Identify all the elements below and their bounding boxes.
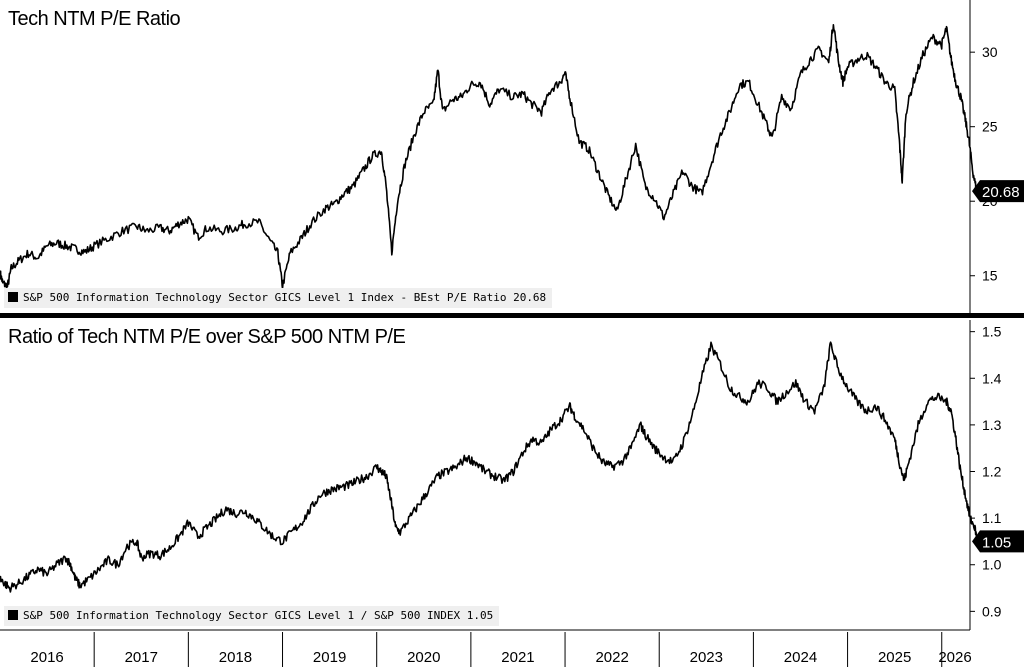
x-tick-label: 2026 [938,649,971,666]
bottom-last-value-label: 1.05 [982,534,1011,551]
x-tick-label: 2020 [407,649,440,666]
bottom-y-tick-label: 1.1 [982,510,1002,526]
bottom-y-tick-label: 1.5 [982,324,1002,340]
x-tick-label: 2023 [690,649,723,666]
panel-separator [0,313,1024,318]
bottom-y-tick-label: 1.2 [982,464,1002,480]
top-legend-label: S&P 500 Information Technology Sector GI… [23,291,547,304]
top-last-value-tag [972,180,1024,203]
x-tick-label: 2016 [30,649,63,666]
bottom-chart-title: Ratio of Tech NTM P/E over S&P 500 NTM P… [8,326,406,348]
top-series-line [0,24,978,291]
top-chart-legend: S&P 500 Information Technology Sector GI… [4,288,553,308]
x-tick-label: 2019 [313,649,346,666]
top-y-tick-label: 15 [982,268,998,284]
bottom-y-tick-label: 1.3 [982,417,1002,433]
legend-swatch [8,292,18,302]
x-tick-label: 2017 [125,649,158,666]
top-chart-title: Tech NTM P/E Ratio [8,8,181,30]
x-tick-label: 2021 [501,649,534,666]
bottom-last-value-tag [972,530,1024,553]
x-tick-label: 2024 [784,649,817,666]
top-y-tick-label: 30 [982,44,998,60]
legend-swatch [8,610,18,620]
bottom-y-tick-label: 1.0 [982,557,1002,573]
bottom-chart-legend: S&P 500 Information Technology Sector GI… [4,606,500,626]
bottom-y-tick-label: 0.9 [982,603,1002,619]
top-y-tick-label: 25 [982,119,998,135]
x-tick-label: 2018 [219,649,252,666]
top-last-value-label: 20.68 [982,184,1020,201]
bottom-series-line [0,341,979,593]
x-tick-label: 2022 [595,649,628,666]
x-tick-label: 2025 [878,649,911,666]
bottom-legend-label: S&P 500 Information Technology Sector GI… [23,609,494,622]
bottom-y-tick-label: 1.4 [982,370,1002,386]
